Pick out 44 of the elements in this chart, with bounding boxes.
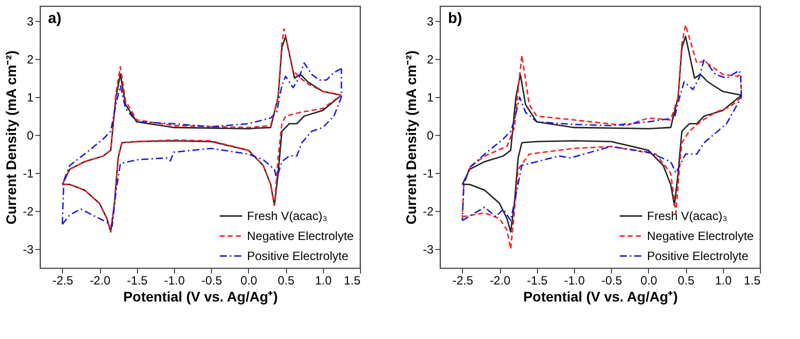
x-axis-title: Potential (V vs. Ag/Ag⁺)	[123, 288, 278, 304]
y-tick-label: -2	[22, 204, 34, 219]
x-tick-label: -1.5	[126, 274, 148, 288]
x-tick-label: -2.5	[52, 274, 74, 288]
x-tick-label: 0.0	[640, 274, 658, 288]
y-tick-label: 3	[426, 14, 434, 29]
y-tick-label: -2	[422, 204, 434, 219]
x-tick-label: 0.5	[278, 274, 295, 288]
y-axis-title: Current Density (mA cm⁻²)	[2, 50, 19, 225]
annotation: b)	[448, 10, 462, 27]
x-tick-label: -0.5	[201, 274, 222, 288]
legend-label: Positive Electrolyte	[247, 249, 349, 263]
legend-label: Negative Electrolyte	[247, 229, 354, 243]
legend-label: Positive Electrolyte	[647, 249, 749, 263]
y-tick-label: -3	[22, 242, 34, 257]
x-tick-label: 1.5	[744, 274, 761, 288]
y-tick-label: -3	[422, 242, 434, 257]
x-tick-label: -1.0	[564, 274, 586, 288]
y-tick-label: 2	[426, 52, 434, 67]
y-axis-title: Current Density (mA cm⁻²)	[402, 50, 419, 225]
x-tick-label: -1.5	[526, 274, 548, 288]
y-tick-label: 1	[26, 90, 34, 105]
x-tick-label: 1.0	[714, 274, 732, 288]
legend-label: Fresh V(acac)₃	[647, 209, 728, 223]
x-tick-label: -0.5	[601, 274, 622, 288]
y-tick-label: 1	[426, 90, 434, 105]
x-tick-label: 0.5	[678, 274, 695, 288]
y-tick-label: -1	[422, 166, 434, 181]
x-tick-label: 1.0	[314, 274, 332, 288]
y-tick-label: 3	[26, 14, 34, 29]
y-tick-label: 2	[26, 52, 34, 67]
x-tick-label: -2.0	[90, 274, 111, 288]
y-tick-label: 0	[26, 128, 34, 143]
legend-label: Negative Electrolyte	[647, 229, 754, 243]
x-tick-label: -2.5	[452, 274, 474, 288]
x-tick-label: 1.5	[344, 274, 361, 288]
legend-label: Fresh V(acac)₃	[247, 209, 328, 223]
x-tick-label: -1.0	[164, 274, 186, 288]
x-tick-label: 0.0	[240, 274, 258, 288]
annotation: a)	[48, 10, 62, 27]
x-axis-title: Potential (V vs. Ag/Ag⁺)	[523, 288, 678, 304]
y-tick-label: 0	[426, 128, 434, 143]
y-tick-label: -1	[22, 166, 34, 181]
x-tick-label: -2.0	[490, 274, 511, 288]
